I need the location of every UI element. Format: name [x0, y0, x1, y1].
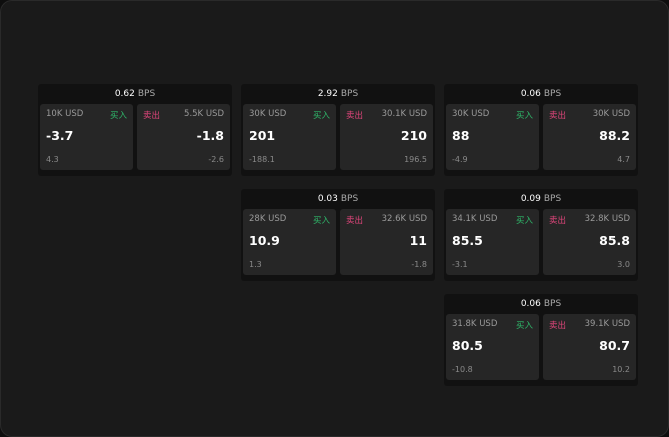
sell-label: 卖出: [143, 111, 161, 121]
sell-label: 卖出: [346, 111, 364, 121]
quote-card[interactable]: 0.03 BPS 28K USD 买入 10.9 1.3 卖出 32.6K USD 1…: [241, 189, 435, 281]
bid-change: 1.3: [249, 260, 262, 269]
bid-change: -10.8: [452, 365, 473, 374]
buy-label: 买入: [312, 216, 330, 226]
spread-header: 2.92 BPS: [241, 84, 435, 104]
ask-size: 32.6K USD: [381, 214, 427, 224]
sell-panel[interactable]: 卖出 30K USD 88.2 4.7: [543, 104, 636, 170]
ask-size: 30.1K USD: [381, 109, 427, 119]
bid-change: -188.1: [249, 155, 275, 164]
ask-size: 30K USD: [592, 109, 630, 119]
sell-panel[interactable]: 卖出 30.1K USD 210 196.5: [340, 104, 433, 170]
spread-header: 0.09 BPS: [444, 189, 638, 209]
ask-size: 32.8K USD: [584, 214, 630, 224]
ask-price: 88.2: [599, 128, 630, 143]
buy-label: 买入: [109, 111, 127, 121]
ask-change: 10.2: [612, 365, 630, 374]
ask-change: 3.0: [617, 260, 630, 269]
spread-unit: BPS: [137, 89, 156, 99]
bid-size: 10K USD: [46, 109, 84, 119]
quote-card[interactable]: 0.62 BPS 10K USD 买入 -3.7 4.3 卖出 5.5K USD -1…: [38, 84, 232, 176]
sell-label: 卖出: [549, 321, 567, 331]
ask-price: 85.8: [599, 233, 630, 248]
spread-unit: BPS: [543, 89, 562, 99]
bid-size: 31.8K USD: [452, 319, 498, 329]
spread-unit: BPS: [340, 89, 359, 99]
spread-value: 0.62: [114, 89, 135, 99]
ask-change: -1.8: [411, 260, 427, 269]
sell-label: 卖出: [549, 111, 567, 121]
ask-change: 196.5: [404, 155, 427, 164]
spread-value: 0.06: [520, 299, 541, 309]
bid-size: 28K USD: [249, 214, 287, 224]
buy-label: 买入: [312, 111, 330, 121]
spread-header: 0.03 BPS: [241, 189, 435, 209]
ask-change: -2.6: [208, 155, 224, 164]
bid-size: 30K USD: [249, 109, 287, 119]
bid-price: 85.5: [452, 233, 483, 248]
spread-value: 0.06: [520, 89, 541, 99]
sell-panel[interactable]: 卖出 32.6K USD 11 -1.8: [340, 209, 433, 275]
bid-price: 201: [249, 128, 276, 143]
bid-price: 88: [452, 128, 470, 143]
spread-value: 0.09: [520, 194, 541, 204]
bid-change: 4.3: [46, 155, 59, 164]
spread-header: 0.06 BPS: [444, 84, 638, 104]
spread-value: 2.92: [317, 89, 338, 99]
sell-label: 卖出: [549, 216, 567, 226]
bid-change: -3.1: [452, 260, 468, 269]
spread-value: 0.03: [317, 194, 338, 204]
buy-panel[interactable]: 30K USD 买入 201 -188.1: [243, 104, 336, 170]
bid-size: 34.1K USD: [452, 214, 498, 224]
bid-price: 80.5: [452, 338, 483, 353]
ask-price: 80.7: [599, 338, 630, 353]
buy-label: 买入: [515, 111, 533, 121]
bid-change: -4.9: [452, 155, 468, 164]
quote-card[interactable]: 2.92 BPS 30K USD 买入 201 -188.1 卖出 30.1K USD…: [241, 84, 435, 176]
spread-unit: BPS: [340, 194, 359, 204]
sell-panel[interactable]: 卖出 32.8K USD 85.8 3.0: [543, 209, 636, 275]
quote-card[interactable]: 0.09 BPS 34.1K USD 买入 85.5 -3.1 卖出 32.8K US…: [444, 189, 638, 281]
sell-label: 卖出: [346, 216, 364, 226]
bid-price: 10.9: [249, 233, 280, 248]
ask-price: 210: [400, 128, 427, 143]
quote-card[interactable]: 0.06 BPS 30K USD 买入 88 -4.9 卖出 30K USD 88.2…: [444, 84, 638, 176]
buy-panel[interactable]: 34.1K USD 买入 85.5 -3.1: [446, 209, 539, 275]
ask-price: 11: [409, 233, 427, 248]
sell-panel[interactable]: 卖出 39.1K USD 80.7 10.2: [543, 314, 636, 380]
buy-panel[interactable]: 28K USD 买入 10.9 1.3: [243, 209, 336, 275]
buy-panel[interactable]: 31.8K USD 买入 80.5 -10.8: [446, 314, 539, 380]
spread-unit: BPS: [543, 194, 562, 204]
spread-header: 0.06 BPS: [444, 294, 638, 314]
buy-label: 买入: [515, 216, 533, 226]
ask-change: 4.7: [617, 155, 630, 164]
bid-size: 30K USD: [452, 109, 490, 119]
buy-label: 买入: [515, 321, 533, 331]
ask-size: 5.5K USD: [184, 109, 224, 119]
ask-price: -1.8: [196, 128, 224, 143]
buy-panel[interactable]: 30K USD 买入 88 -4.9: [446, 104, 539, 170]
quote-card[interactable]: 0.06 BPS 31.8K USD 买入 80.5 -10.8 卖出 39.1K U…: [444, 294, 638, 386]
spread-header: 0.62 BPS: [38, 84, 232, 104]
spread-unit: BPS: [543, 299, 562, 309]
buy-panel[interactable]: 10K USD 买入 -3.7 4.3: [40, 104, 133, 170]
sell-panel[interactable]: 卖出 5.5K USD -1.8 -2.6: [137, 104, 230, 170]
bid-price: -3.7: [46, 128, 74, 143]
ask-size: 39.1K USD: [584, 319, 630, 329]
